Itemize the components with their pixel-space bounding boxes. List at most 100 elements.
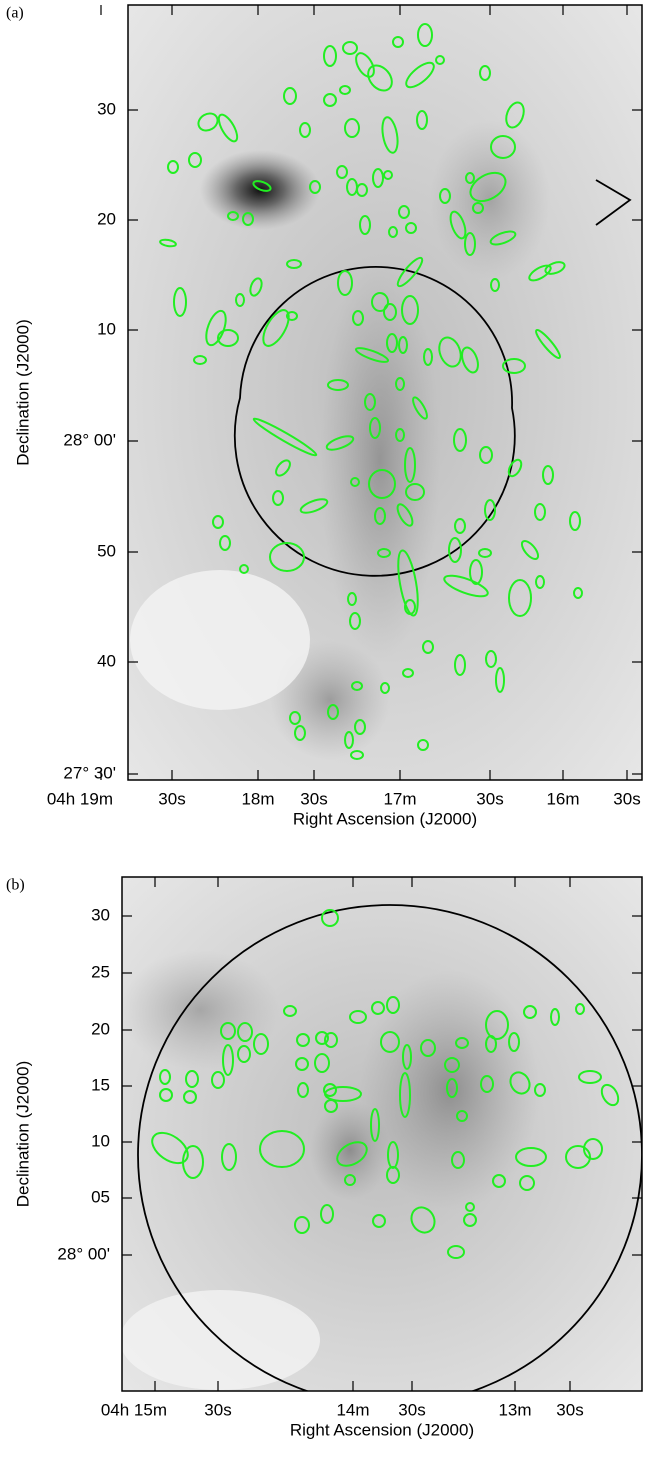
- source-ellipse: [227, 211, 239, 221]
- source-ellipse: [469, 559, 483, 585]
- source-ellipse: [283, 1005, 297, 1017]
- source-ellipse: [401, 295, 419, 325]
- source-ellipse: [296, 1033, 310, 1047]
- source-ellipse: [423, 348, 433, 366]
- panel-label: (a): [6, 5, 24, 22]
- source-ellipse: [405, 222, 417, 234]
- source-ellipse: [259, 1130, 305, 1168]
- source-ellipse: [398, 336, 408, 354]
- source-ellipse: [417, 739, 429, 751]
- source-ellipse: [461, 346, 479, 374]
- source-ellipse: [404, 447, 416, 483]
- source-ellipse: [583, 1138, 603, 1160]
- source-ellipse: [396, 256, 424, 288]
- source-ellipse: [505, 101, 525, 129]
- x-tick-label: 17m: [383, 789, 416, 808]
- y-tick-label: 10: [97, 319, 116, 338]
- y-tick-label: 30: [91, 905, 110, 924]
- plot-frame: [127, 4, 643, 781]
- source-ellipse: [350, 477, 360, 487]
- source-ellipse: [472, 202, 484, 214]
- y-tick-label: 25: [91, 962, 110, 981]
- source-ellipse: [173, 287, 187, 317]
- source-ellipse: [515, 1147, 547, 1167]
- source-ellipse: [185, 1070, 199, 1088]
- source-ellipse: [323, 45, 337, 67]
- source-ellipse: [370, 1108, 380, 1142]
- source-ellipse: [297, 1082, 309, 1098]
- y-tick-label: 30: [97, 99, 116, 118]
- source-ellipse: [449, 210, 467, 240]
- source-ellipse: [354, 719, 366, 735]
- y-tick-label: 50: [97, 541, 116, 560]
- source-ellipse: [550, 1008, 560, 1026]
- source-ellipse: [383, 170, 393, 180]
- source-ellipse: [443, 574, 489, 598]
- source-ellipse: [464, 232, 476, 256]
- source-ellipse: [392, 36, 404, 48]
- source-ellipse: [388, 226, 398, 238]
- sky-image: [122, 877, 642, 1391]
- source-ellipse: [454, 654, 466, 676]
- source-ellipse: [336, 1141, 368, 1167]
- source-ellipse: [193, 355, 207, 365]
- source-ellipse: [485, 650, 497, 668]
- y-tick-label: 28° 00': [63, 430, 116, 449]
- source-ellipse: [492, 1174, 506, 1188]
- source-ellipse: [534, 1083, 546, 1097]
- y-axis-label: Declination (J2000): [13, 1061, 32, 1207]
- source-ellipse: [480, 1075, 494, 1093]
- source-ellipse: [402, 668, 414, 678]
- source-ellipse: [465, 1202, 475, 1212]
- source-ellipse: [219, 535, 231, 551]
- source-ellipse: [420, 1039, 436, 1057]
- y-tick-label: 27° 30': [63, 763, 116, 782]
- source-ellipse: [402, 1044, 412, 1070]
- sky-image: [128, 5, 642, 780]
- source-ellipse: [320, 1204, 334, 1224]
- source-ellipse: [325, 435, 355, 451]
- source-ellipse: [183, 1090, 197, 1104]
- source-ellipse: [324, 1086, 362, 1102]
- source-ellipse: [262, 309, 290, 347]
- source-ellipse: [478, 548, 492, 558]
- x-tick-label: 30s: [158, 789, 185, 808]
- source-ellipse: [220, 1022, 236, 1040]
- source-ellipse: [372, 1214, 386, 1228]
- source-ellipse: [368, 469, 396, 499]
- x-tick-label: 30s: [204, 1400, 231, 1419]
- source-ellipse: [479, 65, 491, 81]
- source-ellipse: [159, 238, 177, 248]
- source-ellipse: [349, 612, 361, 630]
- source-ellipse: [600, 1083, 620, 1107]
- y-tick-label: 40: [97, 651, 116, 670]
- y-tick-label: 10: [91, 1131, 110, 1150]
- source-ellipse: [380, 682, 390, 694]
- source-ellipse: [294, 725, 306, 741]
- x-axis-label: Right Ascension (J2000): [290, 1420, 474, 1439]
- source-ellipse: [344, 1174, 356, 1186]
- x-tick-label: 04h 19m: [47, 789, 113, 808]
- source-ellipse: [422, 640, 434, 654]
- source-ellipse: [212, 515, 224, 529]
- source-ellipse: [235, 293, 245, 307]
- source-ellipse: [347, 592, 357, 606]
- source-ellipse: [569, 511, 581, 531]
- source-ellipse: [283, 87, 297, 105]
- source-ellipse: [417, 23, 433, 47]
- source-ellipse: [237, 1045, 251, 1063]
- y-tick-label: 20: [97, 209, 116, 228]
- source-ellipse: [309, 180, 321, 194]
- source-ellipse: [405, 61, 435, 89]
- source-ellipse: [410, 1206, 436, 1234]
- source-ellipse: [386, 333, 398, 353]
- source-ellipse: [182, 1145, 204, 1179]
- source-ellipse: [239, 564, 249, 574]
- source-ellipse: [508, 1032, 520, 1052]
- x-tick-label: 30s: [613, 789, 640, 808]
- source-ellipse: [286, 259, 302, 269]
- source-ellipse: [542, 465, 554, 485]
- source-ellipse: [446, 1078, 458, 1098]
- x-tick-label: 14m: [336, 1400, 369, 1419]
- source-ellipse: [573, 587, 583, 599]
